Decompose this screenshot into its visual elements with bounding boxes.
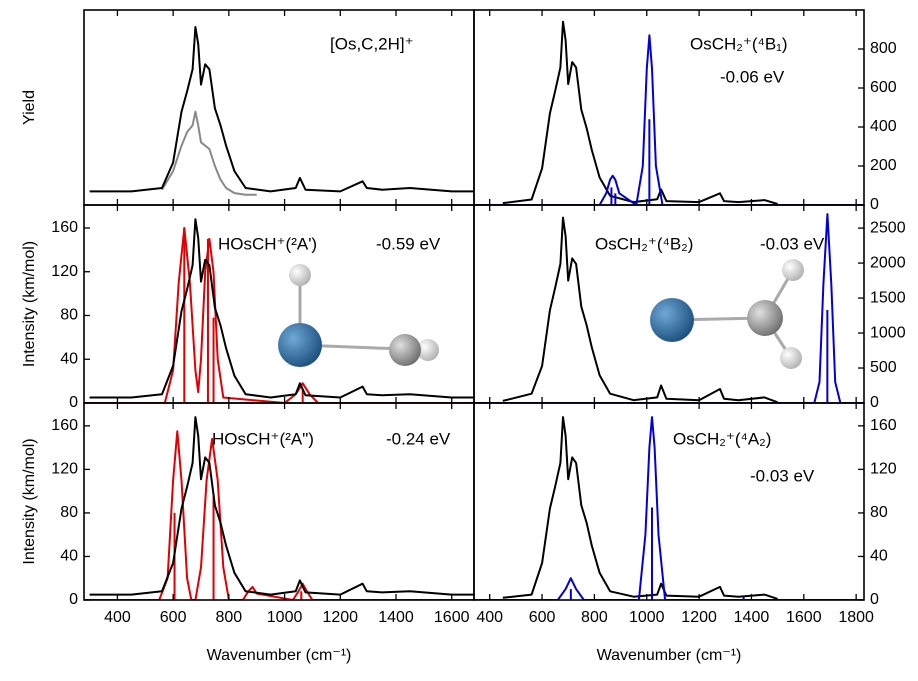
y-tick-label: 0 [870, 591, 879, 608]
y-tick-label: 400 [870, 118, 897, 135]
y-axis-label: Yield [21, 90, 38, 125]
spectrum-line [90, 27, 474, 191]
spectrum-line [474, 417, 864, 600]
x-tick-label: 1000 [267, 609, 303, 626]
y-tick-label: 120 [51, 461, 78, 478]
y-tick-label: 200 [870, 157, 897, 174]
annotation: -0.24 eV [386, 429, 451, 448]
plot-area [90, 27, 474, 195]
y-tick-label: 800 [870, 40, 897, 57]
plot-area [474, 22, 864, 205]
panel: 0 40 80 120 160 Intensity (km/mol) HOsCH⁺(²A')… [21, 205, 474, 411]
x-tick-label: 1600 [434, 609, 470, 626]
panel: Yield [Os,C,2H]⁺ [21, 10, 474, 205]
x-tick-label: 1400 [378, 609, 414, 626]
panel-frame [84, 10, 474, 205]
x-tick-label: 400 [104, 609, 131, 626]
annotation: -0.03 eV [760, 234, 825, 253]
x-axis-label: Wavenumber (cm⁻¹) [207, 647, 352, 664]
y-tick-label: 0 [69, 394, 78, 411]
annotation: HOsCH⁺(²A') [218, 234, 317, 253]
y-tick-label: 160 [870, 417, 897, 434]
x-tick-label: 1400 [734, 609, 770, 626]
annotation: [Os,C,2H]⁺ [330, 34, 414, 53]
panel-frame [474, 10, 864, 205]
figure: Yield[Os,C,2H]⁺0200400600800OsCH₂⁺(⁴B₁)-… [0, 0, 918, 676]
x-tick-label: 1200 [322, 609, 358, 626]
y-axis-label: Intensity (km/mol) [21, 241, 38, 367]
spectrum-line [84, 228, 474, 403]
y-tick-label: 0 [69, 591, 78, 608]
plot-area [474, 417, 864, 600]
x-tick-label: 800 [581, 609, 608, 626]
y-tick-label: 40 [60, 350, 78, 367]
y-tick-label: 1500 [870, 289, 906, 306]
annotation: OsCH₂⁺(⁴B₁) [690, 34, 788, 53]
y-tick-label: 120 [870, 461, 897, 478]
y-tick-label: 2000 [870, 254, 906, 271]
y-tick-label: 120 [51, 263, 78, 280]
y-tick-label: 160 [51, 417, 78, 434]
x-tick-label: 800 [216, 609, 243, 626]
y-tick-label: 600 [870, 79, 897, 96]
y-tick-label: 40 [60, 548, 78, 565]
y-tick-label: 80 [60, 504, 78, 521]
y-tick-label: 80 [870, 504, 888, 521]
x-tick-label: 600 [160, 609, 187, 626]
x-tick-label: 1800 [838, 609, 874, 626]
y-tick-label: 500 [870, 359, 897, 376]
panel: 400 600 800 1000 1200 1400 1600 0 40 80 120 160 Inte… [21, 403, 474, 664]
y-tick-label: 1000 [870, 324, 906, 341]
annotation: HOsCH⁺(²A") [212, 429, 314, 448]
y-tick-label: 0 [870, 394, 879, 411]
annotation: -0.03 eV [750, 466, 815, 485]
annotation: -0.06 eV [720, 67, 785, 86]
molecule-osch2 [650, 259, 804, 369]
x-tick-label: 400 [476, 609, 503, 626]
x-tick-label: 1600 [786, 609, 822, 626]
panel: 0 200 400 600 800 OsCH₂⁺(⁴B₁) -0.06 eV [474, 10, 897, 213]
molecule-hosch [278, 264, 439, 367]
x-tick-label: 600 [529, 609, 556, 626]
annotation: OsCH₂⁺(⁴B₂) [595, 234, 693, 253]
y-tick-label: 80 [60, 307, 78, 324]
annotation: -0.59 eV [376, 234, 441, 253]
panel-frame [474, 403, 864, 600]
y-tick-label: 2500 [870, 219, 906, 236]
spectrum-line [84, 431, 474, 600]
y-tick-label: 160 [51, 219, 78, 236]
x-tick-label: 1000 [629, 609, 665, 626]
x-tick-label: 1200 [681, 609, 717, 626]
spectrum-line [474, 35, 864, 205]
y-axis-label: Intensity (km/mol) [21, 438, 38, 564]
y-tick-label: 0 [870, 196, 879, 213]
y-tick-label: 40 [870, 548, 888, 565]
annotation: OsCH₂⁺(⁴A₂) [673, 429, 771, 448]
x-axis-label: Wavenumber (cm⁻¹) [597, 647, 742, 664]
